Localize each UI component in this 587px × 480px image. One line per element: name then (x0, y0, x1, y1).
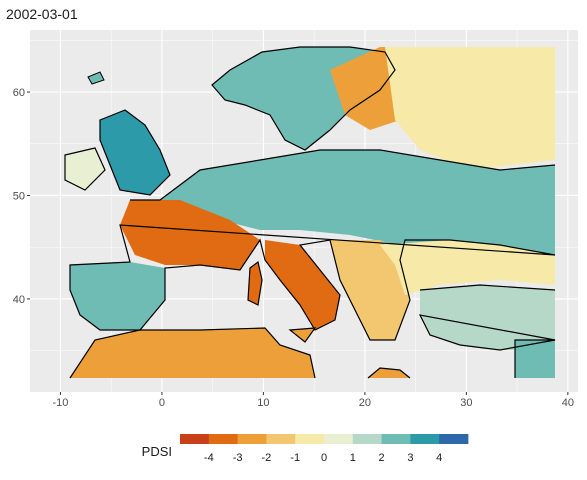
land-levant (515, 340, 555, 378)
x-tick-label: 10 (257, 397, 269, 409)
x-tick-label: 20 (359, 397, 371, 409)
coastline-corsica-sardinia (247, 260, 263, 306)
coastline-north-africa (69, 327, 316, 379)
legend-label: 1 (350, 452, 356, 464)
legend-swatch (352, 434, 382, 444)
coastline-scandinavia (211, 46, 396, 151)
y-tick-label: 60 (13, 87, 25, 99)
legend-label: -1 (290, 452, 300, 464)
legend-title: PDSI (142, 444, 172, 459)
coastline-libya (367, 367, 411, 379)
legend-swatch (237, 434, 267, 444)
coastline-sicily (288, 327, 317, 343)
legend-swatch (266, 434, 296, 444)
x-tick-label: 40 (562, 397, 574, 409)
coastline-iceland-islands (87, 71, 105, 85)
land-north-africa (70, 328, 315, 378)
map-title: 2002-03-01 (6, 6, 78, 22)
legend-label: 0 (321, 452, 327, 464)
x-tick-label: -10 (52, 397, 68, 409)
land-iberia (70, 262, 165, 330)
legend-swatch (410, 434, 440, 444)
land-balkans (330, 240, 410, 340)
legend-label: 3 (407, 452, 413, 464)
legend-swatch (180, 434, 210, 444)
land-france (120, 200, 260, 270)
coastline-ireland (64, 147, 106, 191)
coastline-turkey (418, 284, 556, 351)
legend-swatch (208, 434, 238, 444)
land-central-europe (160, 150, 555, 260)
y-tick-label: 50 (13, 190, 25, 202)
axis-ticks: -10 0 10 20 30 40 40 50 60 (13, 87, 574, 409)
legend-swatch (439, 434, 469, 444)
land-italy (265, 240, 340, 330)
x-tick-label: 30 (460, 397, 472, 409)
legend-label: 2 (379, 452, 385, 464)
coastline-continent (69, 149, 556, 341)
legend-swatch (324, 434, 354, 444)
legend-label: -2 (262, 452, 272, 464)
x-tick-label: 0 (159, 397, 165, 409)
land-russia-north (385, 47, 555, 170)
land-eastern-europe (380, 240, 555, 295)
legend-label: -4 (204, 452, 214, 464)
legend-label: 4 (436, 452, 442, 464)
y-tick-label: 40 (13, 294, 25, 306)
legend-swatch (381, 434, 411, 444)
legend-label: -3 (233, 452, 243, 464)
coastline-british-isles (99, 109, 171, 196)
coastline-levant (514, 339, 555, 378)
pdsi-legend: PDSI -4 -3 -2 -1 0 1 2 3 4 (142, 434, 469, 464)
legend-swatch (295, 434, 325, 444)
land-british-isles (100, 110, 170, 195)
